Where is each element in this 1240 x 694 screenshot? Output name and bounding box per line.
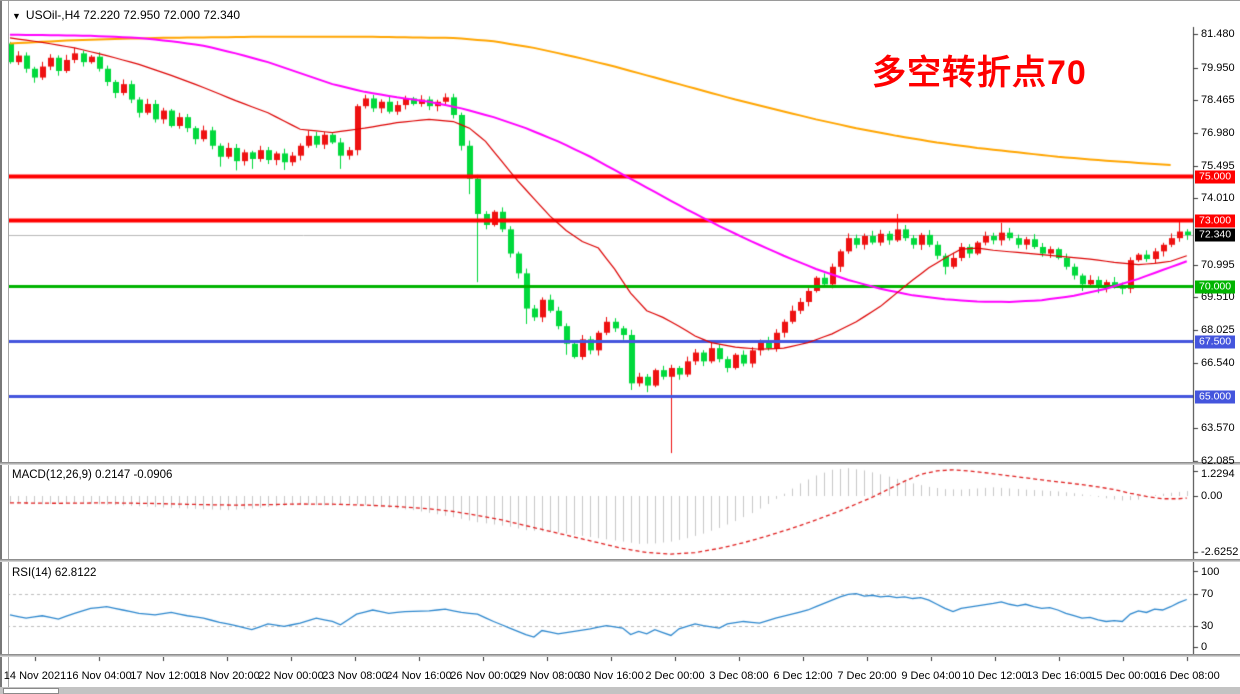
price-tick-label: 74.010 <box>1201 192 1235 205</box>
panel-separator[interactable] <box>0 654 1240 657</box>
price-tick-label: 78.465 <box>1201 94 1235 107</box>
chart-title: ▼ USOil-,H4 72.220 72.950 72.000 72.340 <box>12 8 240 22</box>
price-tick-label: 79.950 <box>1201 61 1235 74</box>
time-axis-label: 10 Dec 12:00 <box>962 670 1028 682</box>
time-axis-label: 15 Dec 00:00 <box>1090 670 1156 682</box>
panel-separator[interactable] <box>0 559 1240 562</box>
price-tick-label: 69.510 <box>1201 291 1235 304</box>
price-level-badge: 73.000 <box>1195 214 1236 228</box>
time-axis-label: 18 Nov 20:00 <box>194 670 260 682</box>
price-tick-label: 66.540 <box>1201 356 1235 369</box>
time-axis-label: 14 Nov 2021 <box>3 670 67 682</box>
window-left-border <box>0 1 9 694</box>
rsi-tick-label: 70 <box>1201 587 1214 600</box>
time-axis-label: 16 Dec 08:00 <box>1154 670 1220 682</box>
price-tick-label: 68.025 <box>1201 324 1235 336</box>
price-tick-label: 81.480 <box>1201 28 1235 40</box>
time-axis-label: 13 Dec 16:00 <box>1026 670 1092 682</box>
price-level-badge: 67.500 <box>1195 335 1236 349</box>
time-axis-label: 26 Nov 00:00 <box>450 670 516 682</box>
window-bottom-bar <box>0 687 1240 694</box>
time-axis-label: 24 Nov 16:00 <box>386 670 452 682</box>
price-level-badge: 70.000 <box>1195 280 1236 294</box>
panel-separator[interactable] <box>0 462 1240 465</box>
time-axis-label: 30 Nov 16:00 <box>578 670 644 682</box>
macd-indicator-label: MACD(12,26,9) 0.2147 -0.0906 <box>12 469 173 481</box>
time-axis-label: 29 Nov 08:00 <box>514 670 580 682</box>
time-axis-label: 3 Dec 08:00 <box>709 670 769 682</box>
price-tick-label: 76.980 <box>1201 127 1235 139</box>
price-tick-label: 75.495 <box>1201 159 1235 172</box>
rsi-tick-label: 100 <box>1201 566 1220 578</box>
time-axis-label: 2 Dec 00:00 <box>645 670 705 682</box>
price-tick-label: 62.085 <box>1201 454 1235 467</box>
macd-tick-label: 1.2294 <box>1201 468 1235 480</box>
rsi-tick-label: 30 <box>1201 620 1214 633</box>
time-axis-label: 9 Dec 04:00 <box>901 670 961 682</box>
price-level-badge: 75.000 <box>1195 170 1236 184</box>
time-axis-label: 22 Nov 00:00 <box>258 670 324 682</box>
symbol-dropdown-icon[interactable]: ▼ <box>12 11 21 21</box>
price-tick-label: 63.570 <box>1201 422 1235 435</box>
time-axis-label: 17 Nov 12:00 <box>130 670 196 682</box>
time-axis-label: 6 Dec 12:00 <box>773 670 833 682</box>
time-axis-label: 23 Nov 08:00 <box>322 670 388 682</box>
time-axis-label: 16 Nov 04:00 <box>66 670 132 682</box>
rsi-tick-label: 0 <box>1201 641 1208 653</box>
quick-nav-box[interactable] <box>3 688 59 694</box>
macd-tick-label: -2.6252 <box>1201 546 1239 558</box>
annotation-text: 多空转折点70 <box>872 54 1087 92</box>
rsi-indicator-label: RSI(14) 62.8122 <box>12 567 97 579</box>
price-tick-label: 70.995 <box>1201 258 1235 271</box>
time-axis-label: 7 Dec 20:00 <box>837 670 897 682</box>
chart-title-text: USOil-,H4 72.220 72.950 72.000 72.340 <box>25 8 241 22</box>
price-level-badge: 65.000 <box>1195 390 1236 404</box>
macd-tick-label: 0.00 <box>1201 490 1223 502</box>
price-level-badge: 72.340 <box>1195 228 1236 242</box>
